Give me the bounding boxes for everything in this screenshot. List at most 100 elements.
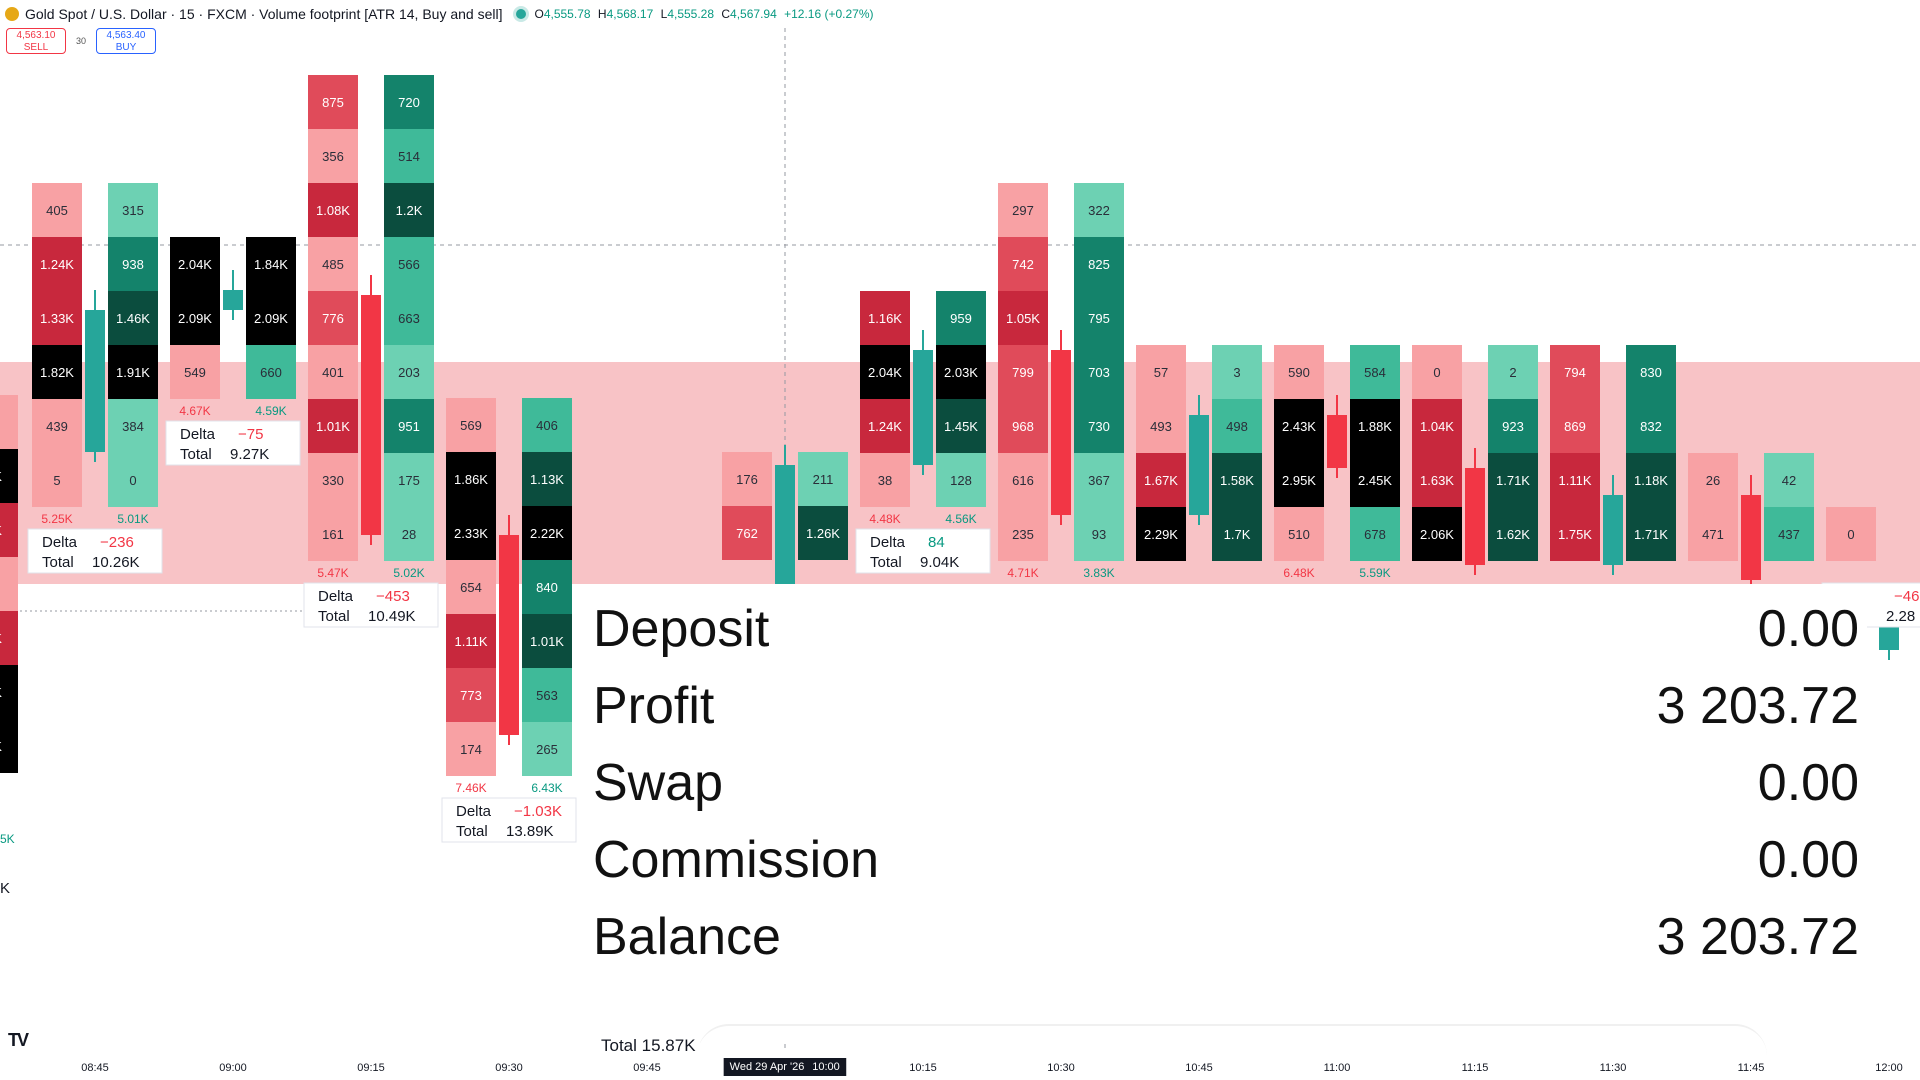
candle-body [85, 310, 105, 452]
sell-price: 4,563.10 [16, 30, 56, 41]
sell-volume-label: 2.09K [178, 311, 212, 326]
buy-button[interactable]: 4,563.40 BUY [96, 28, 156, 54]
buy-total-label: 3.83K [1083, 566, 1114, 580]
buy-cell [384, 183, 434, 237]
sell-cell [0, 611, 18, 665]
sell-cell [32, 237, 82, 291]
sell-cell [446, 506, 496, 560]
buy-cell [798, 506, 848, 560]
deposit-value: 0.00 [1757, 600, 1859, 658]
buy-cell [1350, 345, 1400, 399]
sell-volume-label: 2.04K [868, 365, 902, 380]
sell-total-label: 4.67K [179, 404, 210, 418]
buy-cell [1626, 507, 1676, 561]
buy-volume-label: 730 [1088, 419, 1110, 434]
buy-cell [384, 237, 434, 291]
tradingview-logo-icon[interactable]: TV [8, 1030, 29, 1050]
time-tick-label: 10:15 [909, 1062, 937, 1074]
sell-volume-label: 1.75K [1558, 527, 1592, 542]
buy-volume-label: 830 [1640, 365, 1662, 380]
buy-cell [1212, 399, 1262, 453]
sell-cell [1826, 507, 1876, 561]
sell-volume-label: 493 [1150, 419, 1172, 434]
buy-volume-label: 795 [1088, 311, 1110, 326]
buy-volume-label: 2 [1509, 365, 1516, 380]
bottom-total-value: 15.87K [641, 1036, 696, 1055]
time-tick-label: 09:00 [219, 1062, 247, 1074]
buy-volume-label: 265 [536, 742, 558, 757]
sell-volume-label: 2.04K [178, 257, 212, 272]
buy-cell [1626, 453, 1676, 507]
sell-volume-label: 510 [1288, 527, 1310, 542]
buy-volume-label: 203 [398, 365, 420, 380]
bottom-total-text: Total [601, 1036, 637, 1055]
buy-cell [1074, 183, 1124, 237]
buy-cell [1350, 453, 1400, 507]
sell-volume-label: 569 [460, 418, 482, 433]
buy-volume-label: 563 [536, 688, 558, 703]
candle-body [775, 465, 795, 584]
sell-volume-label: 485 [322, 257, 344, 272]
buy-cell [1074, 291, 1124, 345]
sell-cell [0, 719, 18, 773]
gold-coin-icon [5, 7, 19, 21]
sell-volume-label: 330 [322, 473, 344, 488]
sell-button[interactable]: 4,563.10 SELL [6, 28, 66, 54]
buy-cell [1074, 237, 1124, 291]
symbol-title[interactable]: Gold Spot / U.S. Dollar · 15 · FXCM · Vo… [25, 6, 503, 22]
sell-cell [446, 722, 496, 776]
candle-body [913, 350, 933, 465]
sell-volume-label: 799 [1012, 365, 1034, 380]
candle-body [1189, 415, 1209, 515]
buy-cell [522, 560, 572, 614]
open-value: 4,555.78 [543, 7, 591, 21]
buy-volume-label: 720 [398, 95, 420, 110]
candle-body [1741, 495, 1761, 580]
high-value: 4,568.17 [606, 7, 654, 21]
sell-volume-label: 1.11K [454, 634, 487, 649]
sell-volume-label: 439 [46, 419, 68, 434]
buy-cell [1764, 507, 1814, 561]
time-tick-label: 11:00 [1323, 1062, 1351, 1074]
candle-body [223, 290, 243, 310]
buy-volume-label: 703 [1088, 365, 1110, 380]
sell-volume-label: 2.95K [1282, 473, 1316, 488]
buy-cell [384, 507, 434, 561]
commission-row: Commission 0.00 [593, 825, 1867, 895]
buy-cell [108, 237, 158, 291]
sheet-handle[interactable] [697, 1024, 1767, 1056]
sell-volume-label: 616 [1012, 473, 1034, 488]
buy-volume-label: 93 [1092, 527, 1106, 542]
sell-volume-label: 1.04K [1420, 419, 1454, 434]
buy-cell [1350, 399, 1400, 453]
buy-cell [522, 452, 572, 506]
sell-cell [32, 399, 82, 453]
buy-label: BUY [115, 42, 137, 53]
sell-cell [998, 453, 1048, 507]
buy-cell [108, 345, 158, 399]
bottom-total-label: Total 15.87K [597, 1036, 700, 1056]
sell-volume-label: 2.06K [1420, 527, 1454, 542]
delta-label: Delta [180, 426, 216, 443]
sell-cell [308, 453, 358, 507]
change-value: +12.16 (+0.27%) [784, 7, 874, 21]
time-tick-label: 10:45 [1185, 1062, 1213, 1074]
deposit-label: Deposit [593, 600, 770, 658]
time-tick-label: 09:45 [633, 1062, 661, 1074]
sell-cell [308, 75, 358, 129]
sell-cell [170, 345, 220, 399]
buy-cell [1488, 345, 1538, 399]
time-axis[interactable]: 08:45 09:00 09:15 09:30 09:45 Wed 29 Apr '26 1… [0, 1052, 1920, 1080]
swap-value: 0.00 [1757, 754, 1859, 812]
sell-volume-label: 57 [1154, 365, 1168, 380]
time-tick-label: 11:15 [1461, 1062, 1489, 1074]
buy-volume-label: 1.26K [806, 526, 840, 541]
sell-cell [0, 449, 18, 503]
chart-legend: Gold Spot / U.S. Dollar · 15 · FXCM · Vo… [0, 0, 878, 28]
delta-value: −453 [376, 588, 410, 605]
sell-cell [308, 129, 358, 183]
footprint-chart[interactable]: 38K1K51K2K9K4051.24K1.33K1.82K4395315938… [0, 0, 1920, 1052]
candle-body [361, 295, 381, 535]
sell-cell [446, 668, 496, 722]
buy-volume-label: 959 [950, 311, 972, 326]
